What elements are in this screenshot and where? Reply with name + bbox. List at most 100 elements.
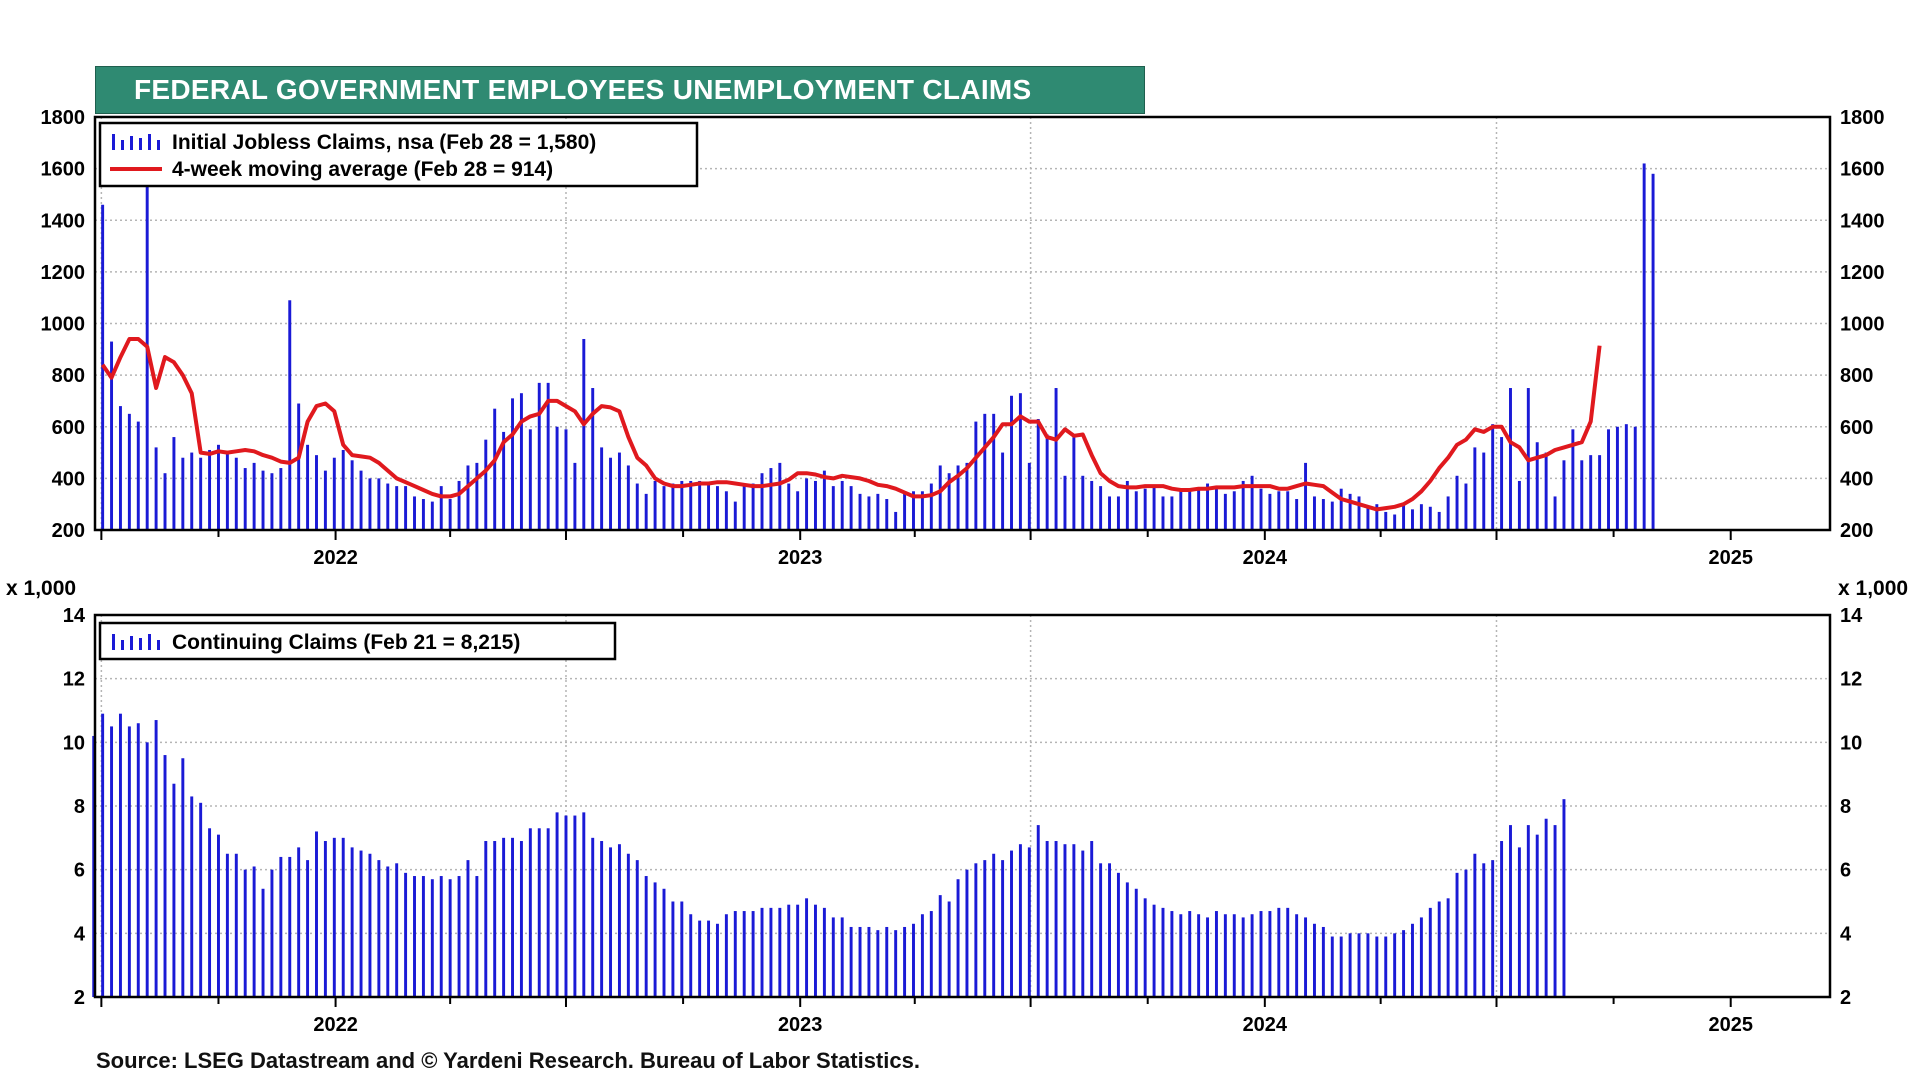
bottom-bar (288, 856, 292, 997)
top-bar (805, 478, 809, 530)
top-bar (814, 480, 817, 530)
bottom-bar (831, 917, 835, 997)
top-x-year-label: 2022 (313, 547, 358, 569)
y-unit-label-right: x 1,000 (1838, 577, 1909, 600)
top-bar (1099, 486, 1103, 530)
bottom-bar (796, 904, 800, 997)
top-bar (270, 473, 274, 530)
top-bar (715, 486, 719, 530)
bottom-bar (466, 860, 470, 997)
bottom-bar (519, 841, 523, 997)
top-bar (421, 499, 425, 530)
top-bar (617, 452, 621, 530)
top-bar (475, 462, 479, 530)
bottom-bar (1206, 917, 1210, 997)
bottom-y-tick-label-left: 14 (63, 605, 86, 627)
top-y-tick-label-right: 1000 (1840, 314, 1885, 336)
bottom-y-tick-label-right: 6 (1840, 860, 1851, 882)
bottom-bar (564, 815, 568, 997)
top-y-tick-label-right: 1800 (1840, 107, 1885, 129)
bottom-y-tick-label-right: 4 (1840, 923, 1852, 945)
top-bar (1223, 493, 1227, 530)
top-bar (778, 462, 782, 530)
top-x-year-label: 2023 (778, 547, 823, 569)
top-bar (154, 447, 158, 530)
top-bar (1517, 480, 1521, 530)
bottom-bar (306, 860, 310, 997)
top-y-tick-label-left: 1000 (41, 314, 86, 336)
bottom-bar (680, 901, 684, 997)
top-bar (136, 421, 140, 530)
top-bar (983, 413, 987, 530)
top-bar (564, 429, 568, 530)
bottom-bar (1027, 847, 1031, 997)
bottom-bar (992, 853, 996, 997)
bottom-bar (858, 926, 862, 997)
bottom-bar (876, 930, 880, 997)
top-bar (858, 493, 862, 530)
top-bar (448, 499, 452, 530)
top-bar (386, 483, 390, 530)
top-bar (1384, 511, 1388, 530)
top-bar (1018, 393, 1022, 530)
bottom-bar (1170, 911, 1174, 997)
top-bar (430, 501, 434, 530)
bottom-y-tick-label-right: 8 (1840, 796, 1851, 818)
top-legend-bar-swatch (157, 140, 160, 150)
top-bar (1339, 488, 1343, 530)
top-bar (1464, 483, 1468, 530)
top-bar (635, 483, 639, 530)
bottom-bar (1339, 936, 1343, 997)
bottom-bar (537, 828, 541, 997)
bottom-bar (929, 911, 933, 997)
top-bar (894, 511, 898, 530)
top-legend-bar-swatch (112, 134, 115, 150)
bottom-bar (778, 907, 782, 997)
top-bar (787, 483, 791, 530)
bottom-bar (1366, 933, 1370, 997)
bottom-bar (787, 904, 791, 997)
top-bar (1393, 514, 1397, 530)
bottom-legend-bar-swatch (121, 640, 124, 650)
top-bar (181, 457, 185, 530)
top-bar (1553, 496, 1557, 530)
top-bar (190, 452, 194, 530)
top-bar (1598, 455, 1602, 530)
top-bar (1624, 424, 1628, 530)
top-y-tick-label-right: 400 (1840, 468, 1873, 490)
top-bar (493, 408, 497, 530)
bottom-legend-bar-swatch (157, 640, 160, 650)
top-bar (1562, 460, 1566, 530)
bottom-bar (1054, 841, 1058, 997)
top-bar (1081, 475, 1085, 530)
top-legend-bar-swatch (130, 136, 133, 150)
bottom-bar (118, 713, 122, 997)
bottom-bar (1500, 841, 1504, 997)
top-bar (840, 480, 844, 530)
top-bar (1036, 419, 1040, 530)
top-bar (439, 486, 443, 530)
top-y-tick-label-left: 1800 (41, 107, 86, 129)
bottom-bar (1018, 844, 1022, 997)
top-bar (1535, 442, 1539, 530)
top-bar (1375, 504, 1379, 530)
top-bar (1437, 511, 1441, 530)
top-bar (876, 493, 880, 530)
bottom-bar (626, 853, 630, 997)
top-bar (457, 480, 461, 530)
bottom-bar (582, 812, 586, 997)
top-bar (1642, 163, 1646, 530)
top-bar (1072, 437, 1076, 530)
bottom-bar (270, 869, 274, 997)
top-bar (1348, 493, 1352, 530)
bottom-bar (938, 895, 942, 997)
bottom-bar (894, 930, 898, 997)
top-bar (1197, 488, 1201, 530)
bottom-bar (1197, 914, 1201, 997)
top-y-tick-label-left: 400 (52, 468, 85, 490)
bottom-bar (1428, 907, 1432, 997)
bottom-y-tick-label-left: 8 (74, 796, 85, 818)
bottom-y-tick-label-right: 10 (1840, 732, 1862, 754)
top-y-tick-label-left: 1400 (41, 210, 86, 232)
bottom-bar (983, 860, 987, 997)
